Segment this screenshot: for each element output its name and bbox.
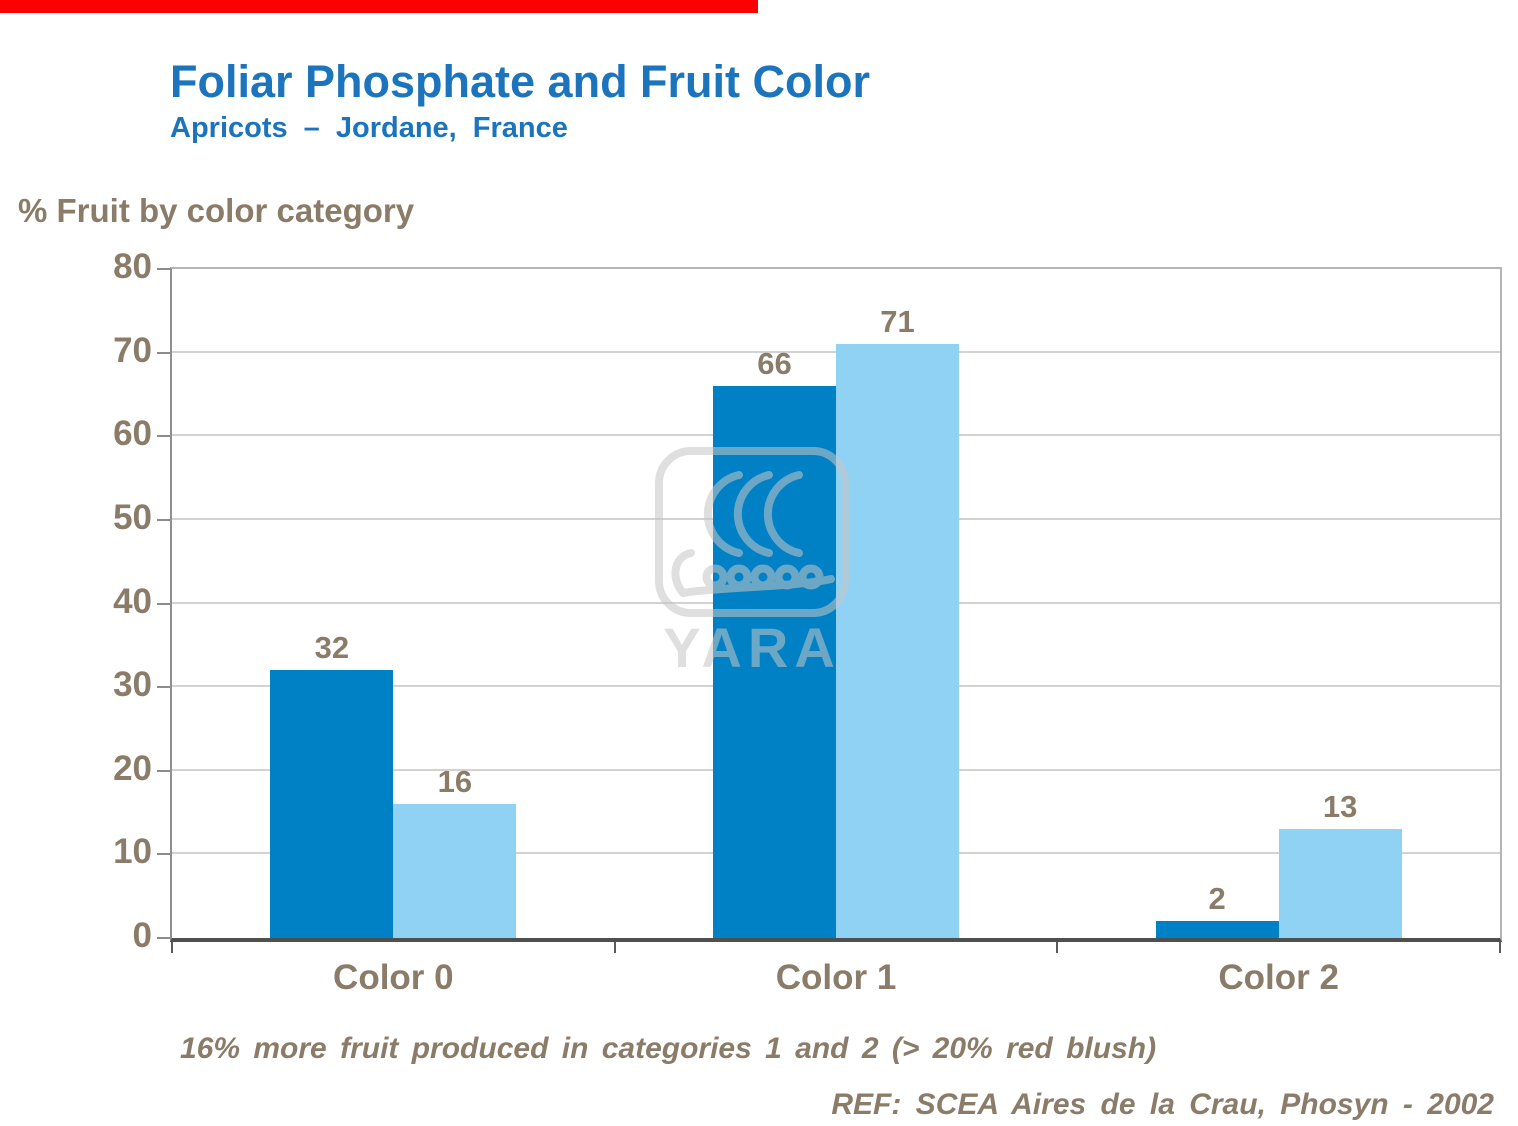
y-axis-label-60: 60 bbox=[113, 414, 152, 454]
y-tick-30 bbox=[157, 686, 170, 689]
y-axis-label-10: 10 bbox=[113, 832, 152, 872]
plot-area: 32 16 66 71 2 13 YARA bbox=[157, 267, 1502, 953]
logo-wordmark: YARA bbox=[663, 616, 841, 679]
series-2-light-blue-bar bbox=[393, 804, 517, 938]
x-axis-label-2: Color 2 bbox=[1218, 958, 1339, 997]
logo-sail-arc bbox=[763, 471, 803, 557]
data-label: 2 bbox=[1208, 881, 1226, 917]
logo-shield-dot bbox=[702, 564, 728, 590]
y-tick-70 bbox=[157, 351, 170, 354]
x-axis-labels: Color 0 Color 1 Color 2 bbox=[172, 958, 1500, 998]
footnote: 16% more fruit produced in categories 1 … bbox=[180, 1032, 1157, 1065]
chart-subtitle: Apricots – Jordane, France bbox=[170, 112, 568, 144]
logo-prow bbox=[671, 549, 695, 597]
series-2-light-blue-bar bbox=[1278, 829, 1402, 938]
y-axis-label-50: 50 bbox=[113, 497, 152, 537]
bar-unit: 32 bbox=[270, 630, 394, 938]
x-tick-1 bbox=[613, 942, 616, 953]
reference: REF: SCEA Aires de la Crau, Phosyn - 200… bbox=[831, 1088, 1494, 1121]
logo-sail-arc bbox=[703, 471, 743, 557]
y-axis-label-30: 30 bbox=[113, 665, 152, 705]
bar-unit: 2 bbox=[1155, 881, 1279, 938]
bar-unit: 71 bbox=[836, 306, 959, 938]
yara-logo-watermark: YARA bbox=[655, 447, 849, 679]
bar-group-color-2: 2 13 bbox=[1057, 269, 1500, 938]
data-label: 13 bbox=[1322, 789, 1358, 825]
y-axis-labels: 0 10 20 30 40 50 60 70 80 bbox=[40, 247, 152, 955]
y-tick-50 bbox=[157, 518, 170, 521]
data-label: 71 bbox=[880, 304, 915, 340]
y-tick-40 bbox=[157, 602, 170, 605]
y-tick-80 bbox=[157, 268, 170, 270]
logo-shield-outline bbox=[655, 447, 849, 617]
chart-title: Foliar Phosphate and Fruit Color bbox=[170, 56, 871, 107]
logo-shield-dot bbox=[726, 564, 752, 590]
y-tick-0 bbox=[157, 937, 170, 939]
y-axis-label-70: 70 bbox=[113, 330, 152, 370]
data-label: 32 bbox=[314, 630, 350, 666]
bar-unit: 16 bbox=[393, 764, 517, 938]
series-2-light-blue-bar bbox=[836, 344, 959, 938]
x-tick-3 bbox=[1499, 942, 1501, 953]
logo-hull bbox=[679, 575, 835, 597]
x-tick-2 bbox=[1056, 942, 1059, 953]
x-axis-label-1: Color 1 bbox=[775, 958, 897, 997]
bar-group-color-0: 32 16 bbox=[172, 269, 615, 938]
y-axis-label-80: 80 bbox=[113, 247, 152, 286]
logo-sail-arc bbox=[733, 471, 773, 557]
top-accent-bar bbox=[0, 0, 758, 13]
y-axis-label-20: 20 bbox=[113, 748, 152, 788]
y-axis-label-0: 0 bbox=[132, 916, 152, 955]
data-label: 16 bbox=[437, 764, 473, 800]
y-axis-label-40: 40 bbox=[113, 581, 152, 621]
series-1-dark-blue-bar bbox=[270, 670, 394, 938]
data-label: 66 bbox=[757, 346, 792, 382]
y-tick-20 bbox=[157, 769, 170, 772]
y-axis-title: % Fruit by color category bbox=[18, 192, 415, 229]
x-tick-0 bbox=[171, 942, 173, 953]
x-axis-label-0: Color 0 bbox=[333, 958, 454, 997]
series-1-dark-blue-bar bbox=[1155, 921, 1279, 938]
bar-unit: 13 bbox=[1278, 789, 1402, 938]
y-tick-10 bbox=[157, 853, 170, 856]
y-tick-60 bbox=[157, 435, 170, 438]
